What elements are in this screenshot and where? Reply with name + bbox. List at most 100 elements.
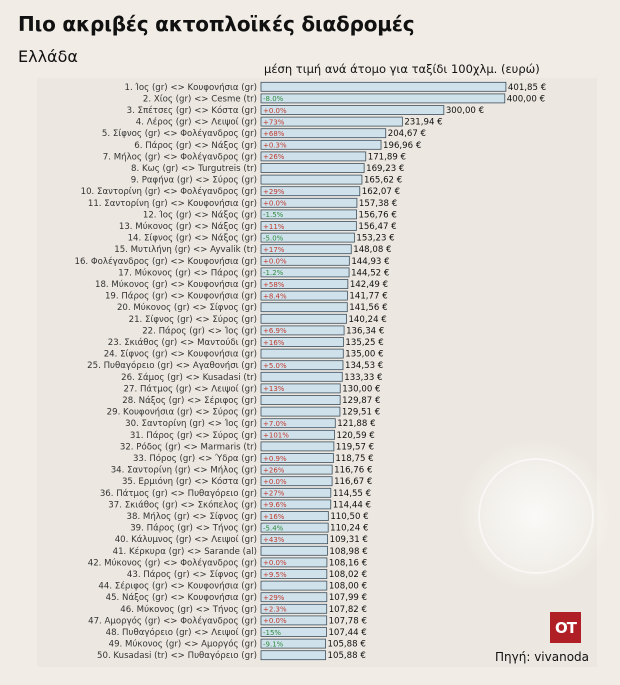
value-label: 116,67 € (334, 477, 372, 487)
bar (260, 476, 333, 487)
category-label: 34. Σαντορίνη (gr) <> Μήλος (gr) (111, 466, 257, 476)
bar (260, 464, 333, 475)
change-label: -1.5% (263, 211, 284, 219)
value-label: 401,85 € (508, 83, 546, 93)
change-label: +27% (263, 490, 285, 498)
bar (260, 93, 506, 104)
change-label: +26% (263, 153, 285, 161)
bar (260, 325, 345, 336)
change-label: -5.0% (263, 234, 284, 242)
change-label: +26% (263, 466, 285, 474)
bar (260, 545, 328, 556)
category-label: 36. Πάτμος (gr) <> Πυθαγόρειο (gr) (100, 488, 257, 499)
value-label: 107,99 € (329, 593, 367, 603)
category-label: 31. Πάρος (gr) <> Σύρος (gr) (130, 430, 257, 441)
value-label: 109,31 € (330, 535, 368, 545)
value-label: 130,00 € (342, 384, 380, 394)
bar (260, 406, 341, 417)
bar (260, 348, 344, 359)
bar (260, 592, 328, 603)
change-label: +0.3% (263, 142, 287, 150)
bar (260, 418, 336, 429)
change-label: +0.0% (263, 258, 287, 266)
bar (260, 360, 344, 371)
category-label: 1. Ίος (gr) <> Κουφονήσια (gr) (124, 82, 257, 93)
value-label: 116,76 € (334, 466, 372, 476)
bar (260, 267, 350, 278)
category-label: 35. Ερμιόνη (gr) <> Κόστα (gr) (122, 476, 257, 487)
category-label: 7. Μήλος (gr) <> Φολέγανδρος (gr) (103, 151, 257, 162)
value-label: 204,67 € (388, 129, 426, 139)
change-label: +68% (263, 130, 285, 138)
change-label: +0.0% (263, 478, 287, 486)
category-label: 43. Πάρος (gr) <> Σίφνος (gr) (127, 570, 257, 580)
category-label: 29. Κουφονήσια (gr) <> Σύρος (gr) (107, 407, 257, 418)
value-label: 156,47 € (358, 222, 396, 232)
change-label: +9.5% (263, 571, 287, 579)
category-label: 21. Σίφνος (gr) <> Σύρος (gr) (129, 314, 257, 325)
change-label: +6.9% (263, 327, 287, 335)
bar (260, 603, 328, 614)
category-label: 12. Ίος (gr) <> Νάξος (gr) (143, 209, 257, 220)
value-label: 231,94 € (404, 118, 442, 128)
value-label: 114,55 € (333, 489, 371, 499)
value-label: 144,93 € (351, 257, 389, 267)
value-label: 108,00 € (329, 582, 367, 592)
value-label: 133,33 € (344, 373, 382, 383)
category-label: 38. Μήλος (gr) <> Σίφνος (gr) (127, 512, 257, 522)
bar (260, 638, 326, 649)
value-label: 157,38 € (359, 199, 397, 209)
value-label: 141,77 € (349, 292, 387, 302)
bar (260, 615, 328, 626)
value-label: 135,00 € (345, 350, 383, 360)
value-label: 141,56 € (349, 303, 387, 313)
category-label: 22. Πάρος (gr) <> Ίος (gr) (142, 325, 257, 336)
value-label: 171,89 € (368, 152, 406, 162)
bar (260, 128, 387, 139)
value-label: 196,96 € (383, 141, 421, 151)
category-label: 41. Κέρκυρα (gr) <> Sarande (al) (113, 546, 257, 557)
category-label: 18. Μύκονος (gr) <> Κουφονήσια (gr) (95, 279, 257, 290)
change-label: +101% (263, 432, 289, 440)
category-label: 25. Πυθαγόρειο (gr) <> Αγαθονήσι (gr) (87, 360, 257, 371)
change-label: +0.0% (263, 617, 287, 625)
change-label: -5.4% (263, 524, 284, 532)
change-label: +9.6% (263, 501, 287, 509)
value-label: 119,57 € (336, 442, 374, 452)
source-label: Πηγή: vivanoda (495, 650, 590, 664)
value-label: 107,78 € (329, 616, 367, 626)
value-label: 144,52 € (351, 268, 389, 278)
bar (260, 441, 335, 452)
bar (260, 302, 348, 313)
page-title: Πιο ακριβές ακτοπλοϊκές διαδρομές (18, 12, 415, 36)
category-label: 14. Σίφνος (gr) <> Νάξος (gr) (128, 234, 257, 244)
bar (260, 557, 328, 568)
category-label: 28. Νάξος (gr) <> Σέριφος (gr) (122, 395, 257, 406)
bar (260, 499, 332, 510)
category-label: 44. Σέριφος (gr) <> Κουφονήσια (gr) (98, 581, 257, 592)
value-label: 134,53 € (345, 361, 383, 371)
change-label: +0.0% (263, 559, 287, 567)
bar (260, 209, 357, 220)
change-label: +16% (263, 513, 285, 521)
bar (260, 534, 329, 545)
value-label: 105,88 € (328, 640, 366, 650)
change-label: +29% (263, 188, 285, 196)
value-label: 140,24 € (348, 315, 386, 325)
change-label: +58% (263, 281, 285, 289)
bar (260, 511, 329, 521)
category-label: 20. Μύκονος (gr) <> Σίφνος (gr) (117, 302, 257, 313)
decorative-ring (478, 458, 594, 574)
change-label: -8.0% (263, 95, 284, 103)
category-label: 13. Μύκονος (gr) <> Νάξος (gr) (119, 221, 257, 232)
category-label: 2. Χίος (gr) <> Cesme (tr) (143, 94, 257, 104)
bar (260, 522, 329, 533)
category-label: 6. Πάρος (gr) <> Νάξος (gr) (134, 141, 257, 151)
bar (260, 151, 367, 162)
category-label: 8. Κως (gr) <> Turgutreis (tr) (131, 164, 257, 174)
bar (260, 313, 347, 324)
bar (260, 186, 361, 197)
bar (260, 569, 328, 579)
value-label: 110,50 € (330, 512, 368, 522)
category-label: 47. Αμοργός (gr) <> Φολέγανδρος (gr) (88, 615, 257, 626)
